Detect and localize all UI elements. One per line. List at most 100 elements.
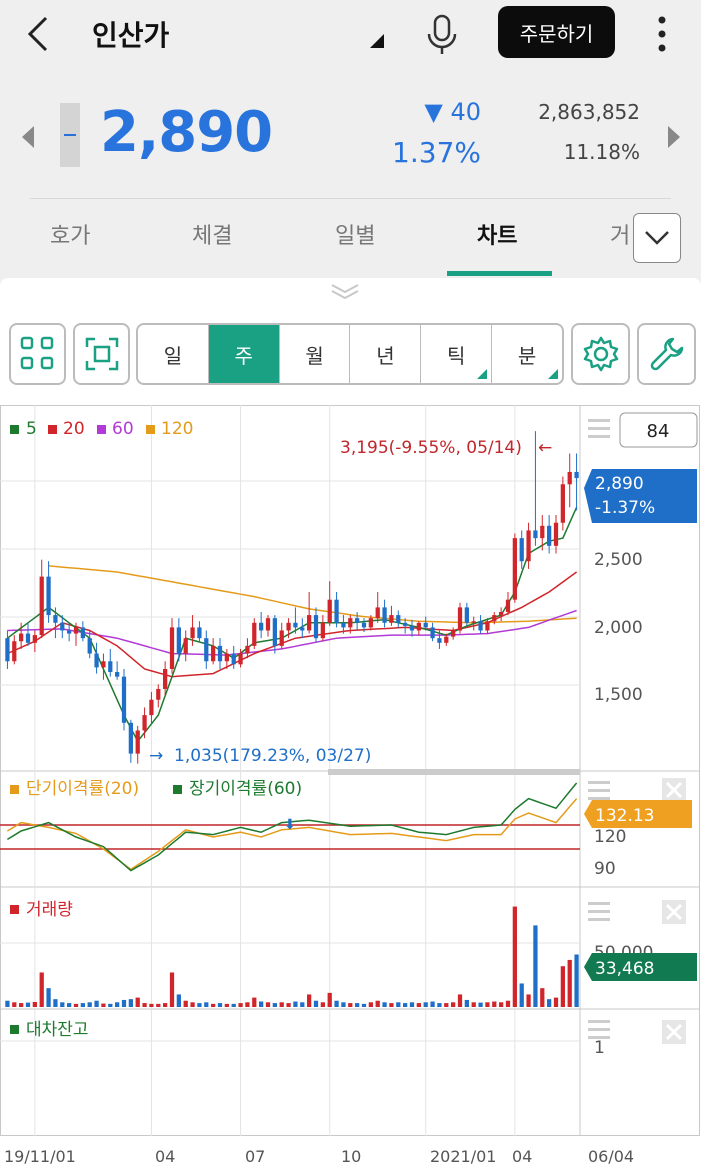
short-disparity-line (7, 798, 578, 871)
candle-body (224, 653, 229, 662)
disparity-current-value: 132.13 (595, 806, 654, 826)
more-options-icon[interactable] (650, 12, 674, 56)
disparity-tick-90: 90 (594, 859, 616, 879)
volume-bar (46, 988, 51, 1007)
previous-stock-arrow-icon[interactable] (22, 126, 34, 148)
legend-ma20: 20 (63, 419, 85, 439)
volume-bar (430, 1001, 435, 1007)
tab-daily[interactable]: 일별 (335, 224, 376, 249)
candle-body (416, 622, 421, 631)
hamburger-menu-icon[interactable] (588, 419, 610, 438)
hamburger-menu-icon[interactable] (588, 902, 610, 921)
volume-bar (259, 1001, 264, 1007)
period-minute[interactable]: 분 (492, 325, 562, 383)
tab-trades[interactable]: 체결 (192, 224, 233, 249)
candle-body (149, 699, 154, 716)
volume-bar (135, 997, 140, 1007)
close-panel-icon[interactable] (662, 900, 686, 924)
fullscreen-button[interactable] (73, 323, 130, 385)
y-tick-1500: 1,500 (594, 685, 643, 705)
candle-body (320, 622, 325, 639)
close-panel-icon[interactable] (662, 778, 686, 802)
tab-chart[interactable]: 차트 (477, 224, 518, 249)
volume-bar (457, 994, 463, 1007)
period-month[interactable]: 월 (280, 325, 351, 383)
panel-resize-bar[interactable] (328, 769, 580, 775)
volume-bar (73, 1003, 79, 1007)
legend-volume: 거래량 (26, 900, 73, 920)
current-change-label: -1.37% (595, 498, 655, 518)
mic-icon[interactable] (424, 12, 460, 56)
volume-bar (197, 1003, 202, 1007)
order-button[interactable]: 주문하기 (498, 6, 615, 58)
period-year[interactable]: 년 (350, 325, 422, 383)
price-change: ▼ 40 (424, 98, 481, 126)
volume-bar (156, 1003, 161, 1007)
volume-bar (574, 954, 579, 1007)
tab-orderbook[interactable]: 호가 (50, 224, 91, 249)
hamburger-menu-icon[interactable] (588, 1020, 610, 1039)
candle-body (39, 576, 44, 636)
volume-bar (32, 1001, 37, 1007)
period-week[interactable]: 주 (208, 325, 280, 383)
candle-body (512, 538, 517, 600)
volume-bar (567, 959, 572, 1007)
candle-body (403, 622, 408, 626)
candle-body (238, 653, 243, 665)
next-stock-arrow-icon[interactable] (668, 126, 680, 148)
period-day[interactable]: 일 (138, 325, 209, 383)
volume-bar (389, 1003, 394, 1007)
volume-bar (121, 999, 127, 1007)
volume-bar (60, 1002, 65, 1007)
candle-body (533, 530, 538, 539)
hamburger-menu-icon[interactable] (588, 781, 610, 800)
indicator-tools-button[interactable] (637, 323, 696, 385)
expand-tabs-button[interactable] (633, 213, 681, 263)
volume-bar (547, 999, 552, 1007)
candle-body (293, 622, 298, 628)
visible-count-box[interactable] (619, 412, 698, 448)
tab-more[interactable]: 거 (610, 224, 631, 249)
volume-bar (300, 1002, 305, 1007)
candle-body (272, 618, 277, 646)
low-annotation: 1,035(179.23%, 03/27) (174, 746, 371, 766)
period-tick[interactable]: 틱 (421, 325, 493, 383)
back-icon[interactable] (20, 12, 60, 56)
volume-bar (437, 1003, 442, 1007)
volume-bar (375, 1000, 380, 1007)
legend-ma60-swatch (97, 425, 106, 434)
candle-body (437, 638, 442, 643)
stock-selector-caret-icon[interactable] (370, 34, 384, 48)
period-minute-label: 분 (517, 343, 537, 368)
price-change-percent: 1.37% (392, 136, 481, 169)
layout-grid-button[interactable] (9, 323, 66, 385)
close-panel-icon[interactable] (662, 1020, 686, 1044)
volume-bar (279, 1002, 284, 1007)
chevron-down-icon (645, 231, 669, 245)
candle-body (128, 722, 133, 754)
candle-body (279, 630, 284, 646)
candle-body (101, 661, 106, 668)
high-arrow-icon: ← (538, 438, 552, 458)
volume-bar (423, 1002, 428, 1007)
volume-bar (348, 1003, 353, 1007)
chart-background (0, 405, 701, 1169)
x-tick-5: 2021/01 (430, 1147, 496, 1166)
volume-bar (334, 1000, 339, 1007)
volume-bar (224, 1003, 229, 1007)
stock-chart[interactable]: 5 20 60 120 84 2,500 2,000 1,500 2,890 -… (0, 405, 701, 1169)
candle-body (163, 668, 168, 689)
top-bar: 인산가 주문하기 (0, 0, 701, 72)
candle-body (547, 525, 552, 546)
volume-bar (313, 1000, 319, 1007)
volume-bar (307, 994, 312, 1007)
mini-candle-icon (60, 103, 80, 167)
volume-bar (12, 1002, 17, 1007)
panel-drag-handle-icon[interactable] (330, 282, 360, 304)
chart-settings-button[interactable] (571, 323, 630, 385)
volume-bar (382, 1002, 387, 1007)
candle-body (334, 599, 339, 623)
x-tick-3: 07 (245, 1147, 265, 1166)
signal-down-arrow-icon: ⬇ (284, 817, 296, 833)
stock-name[interactable]: 인산가 (92, 19, 170, 52)
